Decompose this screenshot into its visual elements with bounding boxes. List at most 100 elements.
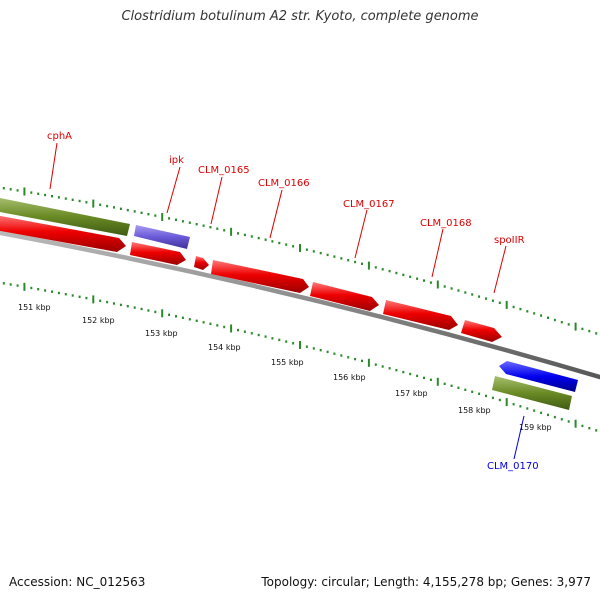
upper-track-major-tick [23,187,26,196]
kbp-label-157: 157 kbp [395,389,428,398]
upper-track-minor-tick [478,295,481,298]
lower-track-minor-tick [71,294,74,297]
cds-arrow-clm-0168[interactable] [383,300,458,330]
lower-track-major-tick [161,309,164,318]
lower-track-minor-tick [443,382,446,385]
lower-tick-track [2,282,598,432]
upper-track-minor-tick [498,301,501,304]
cds-arrow-clm-0166[interactable] [211,260,309,293]
gene-label-cpha[interactable]: cphA [47,131,72,142]
lower-track-minor-tick [478,392,481,395]
lower-track-minor-tick [429,378,432,381]
lower-track-minor-tick [57,291,60,295]
upper-track-minor-tick [271,240,274,243]
lower-track-minor-tick [519,405,522,408]
lower-track-minor-tick [423,376,425,380]
upper-track-minor-tick [595,332,598,335]
upper-track-minor-tick [64,197,67,200]
lower-track-minor-tick [553,415,556,419]
upper-track-minor-tick [85,201,88,204]
cds-arrow-ipk[interactable] [130,242,186,265]
lower-track-minor-tick [416,374,419,378]
lower-track-minor-tick [595,429,598,432]
lower-track-minor-tick [567,420,570,423]
upper-track-minor-tick [51,195,53,198]
upper-track-minor-tick [319,251,322,255]
cds-arrow-spoiir[interactable] [461,320,502,342]
upper-track-minor-tick [450,287,453,290]
kbp-label-152: 152 kbp [82,316,115,325]
upper-track-minor-tick [395,271,398,275]
label-leader-lines [49,142,525,460]
lower-track-minor-tick [285,340,288,343]
lower-track-minor-tick [175,315,177,318]
lower-track-minor-tick [168,313,171,316]
feature-bar-ipk[interactable] [134,225,190,249]
lower-track-major-tick [23,282,26,291]
gene-label-clm-0167[interactable]: CLM_0167 [343,199,395,210]
lower-track-minor-tick [78,295,81,298]
lower-track-major-tick [574,419,577,428]
upper-track-minor-tick [195,223,198,226]
cds-arrow-cpha[interactable] [0,215,126,252]
upper-track-minor-tick [78,199,81,203]
cds-arrow-clm-0165[interactable] [194,256,209,270]
upper-track-major-tick [436,280,439,289]
lower-track-minor-tick [347,356,350,359]
upper-track-major-tick [92,199,95,208]
lower-track-minor-tick [243,330,246,333]
lower-track-minor-tick [361,359,363,363]
upper-track-minor-tick [374,266,377,269]
lower-track-minor-tick [85,296,88,300]
lower-track-major-tick [299,341,301,349]
upper-track-minor-tick [16,189,19,192]
upper-track-major-tick [161,213,164,221]
upper-track-minor-tick [381,268,384,271]
upper-track-minor-tick [106,204,109,208]
gene-bar-clm-0170[interactable] [492,376,572,410]
upper-track-minor-tick [147,213,150,216]
lower-track-minor-tick [581,424,584,428]
lower-track-minor-tick [133,306,136,309]
upper-track-minor-tick [250,235,253,238]
lower-track-minor-tick [264,335,267,338]
lower-track-major-tick [505,398,508,407]
gene-label-spoiir[interactable]: spoIIR [494,235,525,246]
upper-track-minor-tick [209,226,212,229]
kbp-label-155: 155 kbp [271,358,304,367]
upper-track-minor-tick [485,297,487,300]
lower-track-minor-tick [237,328,239,332]
upper-track-minor-tick [464,291,467,294]
gene-label-clm-0168[interactable]: CLM_0168 [420,218,472,229]
cds-arrow-clm-0170[interactable] [499,361,578,392]
upper-track-major-tick [230,227,233,236]
gene-label-clm-0165[interactable]: CLM_0165 [198,165,250,176]
lower-track-major-tick [230,324,233,333]
kbp-label-158: 158 kbp [458,406,491,415]
upper-track-minor-tick [443,285,446,288]
upper-track-minor-tick [312,250,315,253]
upper-track-minor-tick [491,299,494,302]
lower-track-minor-tick [44,289,47,292]
cds-arrow-clm-0167[interactable] [310,282,379,311]
gene-label-ipk[interactable]: ipk [169,155,184,166]
upper-track-minor-tick [175,218,177,221]
lower-track-minor-tick [450,384,453,387]
lower-track-major-tick [92,295,95,304]
lower-track-minor-tick [37,288,40,291]
lower-track-minor-tick [188,318,191,321]
lower-track-minor-tick [195,319,198,322]
upper-track-minor-tick [243,233,246,237]
accession-text: Accession: NC_012563 [9,575,146,589]
gene-label-clm-0166[interactable]: CLM_0166 [258,178,310,189]
upper-track-major-tick [299,244,301,252]
upper-track-minor-tick [326,253,329,257]
upper-track-minor-tick [423,279,425,282]
upper-track-minor-tick [402,273,405,277]
gene-bar-cpha[interactable] [0,197,130,236]
upper-track-minor-tick [126,208,129,212]
upper-track-minor-tick [547,316,549,319]
gene-label-clm-0170[interactable]: CLM_0170 [487,461,539,472]
genome-backbone [0,230,600,380]
